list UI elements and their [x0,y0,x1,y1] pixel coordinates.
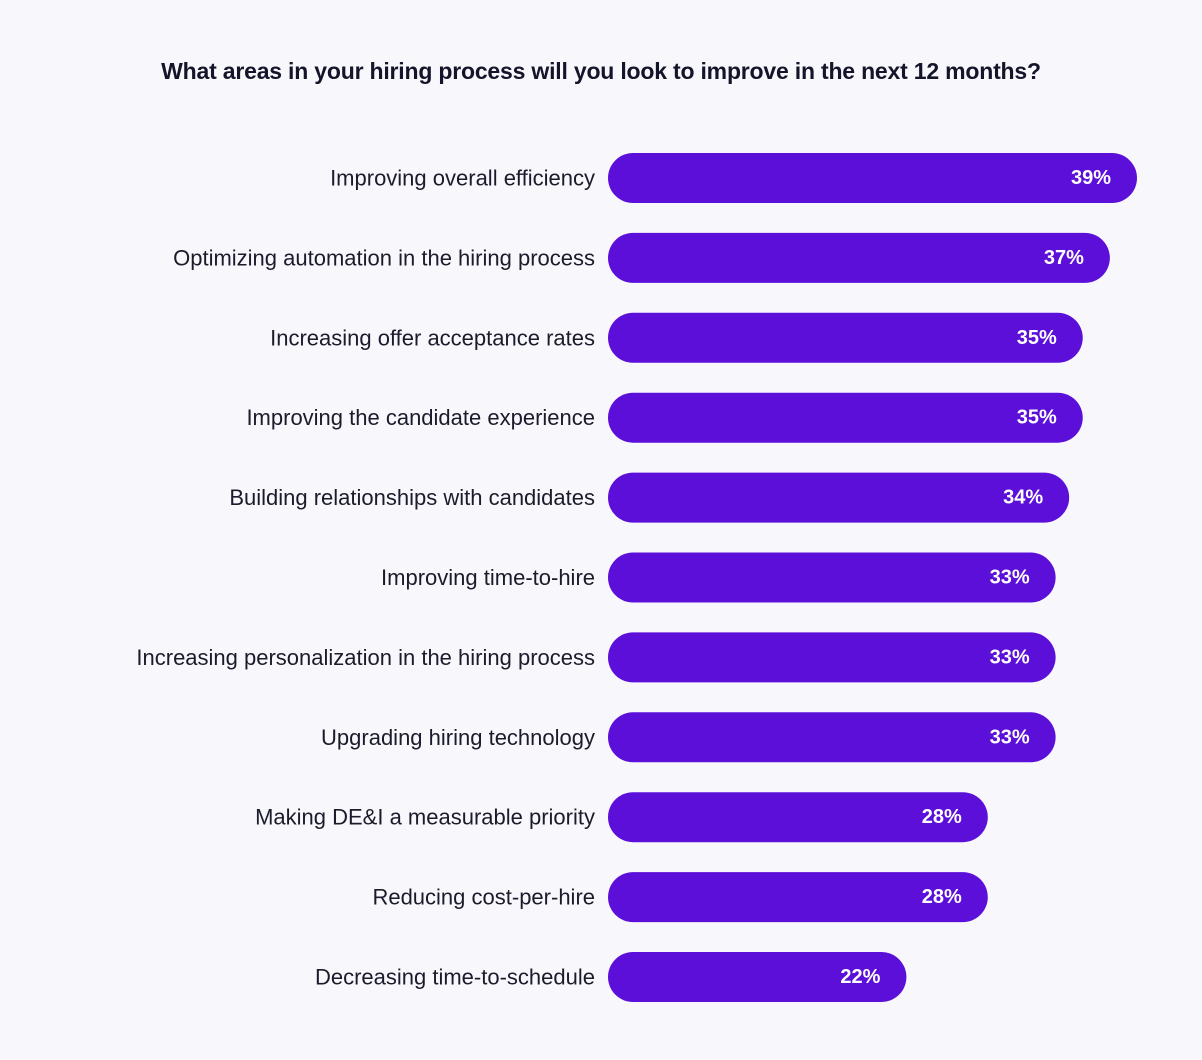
bar [608,952,907,1002]
bar [608,792,988,843]
value-label: 34% [1003,487,1043,509]
bar-row: Improving overall efficiency 39% [330,153,1137,203]
value-label: 33% [990,567,1030,589]
category-label: Improving the candidate experience [246,405,595,430]
chart-title: What areas in your hiring process will y… [161,58,1041,84]
bar-row: Building relationships with candidates 34… [229,472,1070,523]
category-label: Increasing personalization in the hiring… [136,645,595,670]
value-label: 37% [1044,247,1084,269]
category-label: Reducing cost-per-hire [372,885,595,910]
bar-row: Reducing cost-per-hire 28% [372,872,988,923]
value-label: 22% [840,966,880,988]
bar [608,712,1056,763]
category-label: Increasing offer acceptance rates [270,325,595,350]
category-label: Improving time-to-hire [381,565,595,590]
category-label: Decreasing time-to-schedule [315,965,595,990]
category-label: Improving overall efficiency [330,166,595,191]
value-label: 28% [922,886,962,908]
category-label: Making DE&I a measurable priority [255,805,595,830]
bar-row: Optimizing automation in the hiring proc… [173,232,1110,283]
bar-row: Improving the candidate experience 35% [246,392,1083,443]
bars-layer: Improving overall efficiency 39% Optimizin… [136,153,1137,1002]
bar [608,392,1083,443]
category-label: Upgrading hiring technology [321,725,595,750]
category-label: Building relationships with candidates [229,485,595,510]
bar [608,153,1137,203]
value-label: 28% [922,806,962,828]
value-label: 39% [1071,167,1111,189]
bar-row: Improving time-to-hire 33% [381,552,1056,603]
bar [608,872,988,923]
bar-row: Decreasing time-to-schedule 22% [315,952,907,1002]
value-label: 35% [1017,327,1057,349]
value-label: 33% [990,726,1030,748]
bar-row: Increasing offer acceptance rates 35% [270,312,1083,363]
category-label: Optimizing automation in the hiring proc… [173,245,595,270]
bar [608,472,1070,523]
bar-row: Making DE&I a measurable priority 28% [255,792,988,843]
bar [608,632,1056,683]
bar [608,552,1056,603]
bar [608,232,1110,283]
bar-row: Upgrading hiring technology 33% [321,712,1056,763]
value-label: 33% [990,646,1030,668]
bar-row: Increasing personalization in the hiring… [136,632,1056,683]
bar [608,312,1083,363]
value-label: 35% [1017,407,1057,429]
